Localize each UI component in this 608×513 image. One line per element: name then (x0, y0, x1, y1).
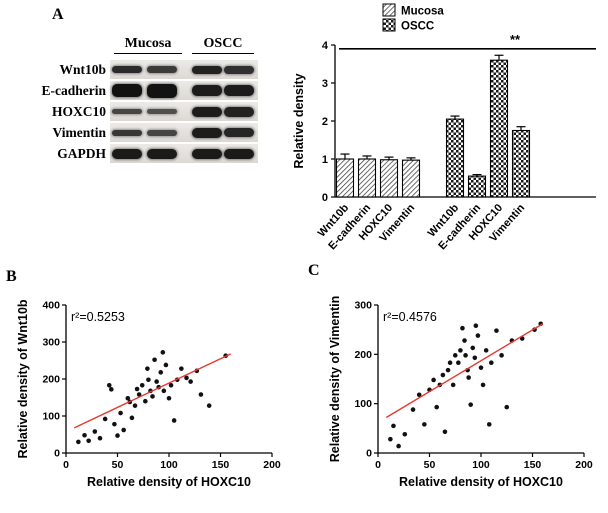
blot-row: HOXC10 (28, 101, 268, 122)
blot-row-label: Vimentin (52, 124, 107, 140)
legend-label: Mucosa (401, 6, 444, 18)
blot-row: GAPDH (28, 143, 268, 164)
blot-band (192, 148, 222, 159)
blot-band (192, 65, 222, 74)
scatter-plot-vimentin-vs-hoxc10: 0 50 100 150 200 0 100 200 300 r²=0.4576 Relative … (328, 296, 593, 489)
x-tick-label: 100 (160, 459, 178, 471)
bar-oscc-hoxc10 (489, 59, 509, 198)
scatter-points (388, 321, 544, 449)
y-tick-label: 0 (366, 448, 372, 460)
x-tick-label: 50 (112, 459, 124, 471)
bar-oscc-wnt10b (445, 118, 465, 198)
blot-band (224, 128, 254, 137)
blot-band (112, 148, 142, 159)
blot-row-label: Wnt10b (59, 61, 106, 77)
regression-line (385, 323, 544, 419)
blot-band (192, 106, 222, 117)
bar-mucosa-e-cadherin (357, 158, 377, 198)
y-tick-label: 200 (354, 349, 372, 361)
blot-band (192, 85, 222, 96)
blot-strip (110, 81, 258, 100)
blot-band (192, 127, 222, 138)
x-tick-label: 0 (63, 459, 69, 471)
western-blot-panel: Mucosa OSCC Wnt10b E-cadherin HOXC10 Viment… (28, 36, 268, 164)
y-tick-label: 2 (322, 116, 328, 128)
y-axis-title: Relative density of Wnt10b (16, 299, 30, 458)
r-squared-annotation: r²=0.5253 (71, 310, 125, 324)
blot-band (112, 129, 142, 136)
blot-strip (110, 102, 258, 121)
blot-band (147, 83, 177, 98)
blot-band (147, 109, 177, 114)
y-tick-label: 400 (42, 300, 60, 312)
legend-swatch-mucosa (382, 3, 396, 17)
x-tick-label: 0 (375, 459, 381, 471)
significance-stars: ** (510, 32, 521, 47)
blot-band (112, 66, 142, 73)
blot-band (112, 84, 142, 97)
bar-chart-legend: Mucosa OSCC (382, 3, 444, 33)
y-tick-label: 100 (42, 411, 60, 423)
y-tick-label: 300 (42, 337, 60, 349)
y-tick-label: 300 (354, 300, 372, 312)
blot-band (224, 148, 254, 159)
bar-mucosa-wnt10b (335, 158, 355, 198)
blot-header-oscc: OSCC (192, 36, 254, 54)
blot-rows: Wnt10b E-cadherin HOXC10 Vimentin GAPDH (28, 59, 268, 164)
y-axis-title: Relative density of Vimentin (328, 296, 342, 462)
y-tick-label: 3 (322, 78, 328, 90)
x-axis-title: Relative density of HOXC10 (87, 475, 251, 489)
bar-oscc-vimentin (511, 129, 531, 198)
r-squared-annotation: r²=0.4576 (383, 310, 437, 324)
x-tick-label: 200 (263, 459, 281, 471)
blot-band (147, 66, 177, 73)
x-tick-label: 100 (472, 459, 490, 471)
blot-row: Wnt10b (28, 59, 268, 80)
y-axis-title: Relative density (292, 73, 306, 168)
panel-b-label: B (6, 268, 17, 285)
blot-band (224, 85, 254, 96)
bar-chart-axes: 0 1 2 3 4 (322, 40, 596, 204)
bar-mucosa-vimentin (401, 159, 421, 198)
y-tick-label: 1 (322, 154, 328, 166)
blot-header-mucosa: Mucosa (114, 36, 182, 54)
legend-swatch-oscc (382, 18, 396, 32)
blot-strip (110, 144, 258, 163)
y-tick-label: 200 (42, 374, 60, 386)
x-axis-title: Relative density of HOXC10 (399, 475, 563, 489)
panel-c-label: C (308, 262, 320, 279)
blot-band (147, 129, 177, 136)
legend-label: OSCC (401, 21, 434, 33)
blot-row: E-cadherin (28, 80, 268, 101)
y-tick-label: 100 (354, 398, 372, 410)
blot-row-label: GAPDH (57, 145, 106, 161)
blot-row: Vimentin (28, 122, 268, 143)
panel-a-label: A (52, 6, 64, 23)
blot-row-label: E-cadherin (41, 82, 106, 98)
blot-band (224, 65, 254, 74)
bar-oscc-e-cadherin (467, 175, 487, 198)
y-tick-label: 4 (322, 40, 329, 52)
x-tick-label: 150 (212, 459, 230, 471)
x-tick-label: 50 (424, 459, 436, 471)
blot-band (112, 109, 142, 114)
blot-strip (110, 60, 258, 79)
regression-line (73, 353, 232, 429)
blot-row-label: HOXC10 (52, 103, 106, 119)
x-tick-label: 150 (524, 459, 542, 471)
blot-sample-headers: Mucosa OSCC (28, 36, 268, 59)
blot-strip (110, 123, 258, 142)
scatter-points (76, 350, 228, 445)
bar-mucosa-hoxc10 (379, 159, 399, 198)
y-tick-label: 0 (54, 448, 60, 460)
blot-band (224, 106, 254, 117)
y-tick-label: 0 (322, 192, 328, 204)
blot-band (147, 148, 177, 159)
scatter-plot-wnt10b-vs-hoxc10: 0 50 100 150 200 0 100 200 300 400 r²=0.5253 Relati… (16, 299, 281, 489)
x-tick-label: 200 (575, 459, 593, 471)
